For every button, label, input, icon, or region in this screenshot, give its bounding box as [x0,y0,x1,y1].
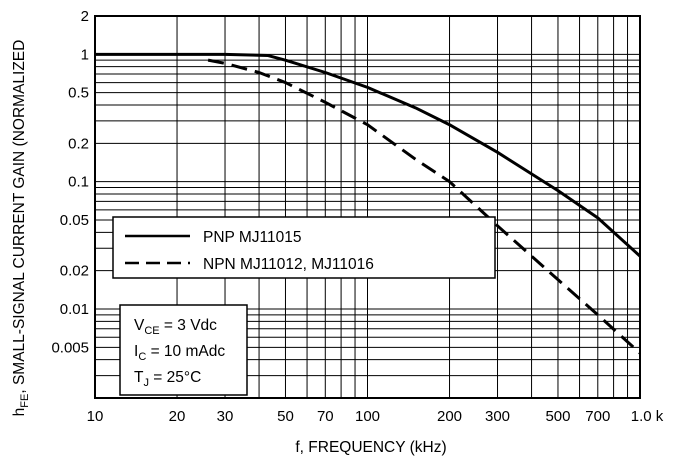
x-tick-label: 500 [545,408,570,425]
x-tick-label: 300 [485,408,510,425]
y-tick-label: 0.05 [60,212,89,229]
y-tick-label: 0.1 [68,174,89,191]
condition-vce: VCE = 3 Vdc [134,317,217,337]
condition-ic: IC = 10 mAdc [134,343,225,363]
x-tick-label: 30 [217,408,234,425]
x-tick-labels: 10 20 30 50 70 100 200 300 500 700 1.0 k [87,408,664,425]
x-tick-label: 20 [169,408,186,425]
y-tick-label: 0.01 [60,301,89,318]
y-tick-labels: 2 1 0.5 0.2 0.1 0.05 0.02 0.01 0.005 [51,8,89,356]
x-tick-label: 50 [277,408,294,425]
legend-label-npn: NPN MJ11012, MJ11016 [203,256,374,273]
y-tick-label: 2 [81,8,89,25]
x-tick-label: 700 [585,408,610,425]
series-line-npn [207,58,642,355]
y-tick-label: 0.2 [68,135,89,152]
series-layer [95,52,642,355]
plot-frame [94,15,641,399]
y-tick-label: 0.5 [68,85,89,102]
x-tick-label: 10 [87,408,104,425]
x-tick-label: 100 [355,408,380,425]
y-tick-label: 1 [81,46,89,63]
legend-label-pnp: PNP MJ11015 [203,229,302,246]
legend: PNP MJ11015 NPN MJ11012, MJ11016 [112,216,496,279]
legend-box [112,216,496,279]
y-tick-label: 0.005 [51,339,89,356]
y-tick-label: 0.02 [60,263,89,280]
condition-tj: TJ = 25°C [134,369,201,389]
x-tick-label: 70 [317,408,334,425]
y-axis-title: hFE, SMALL-SIGNAL CURRENT GAIN (NORMALIZ… [11,40,31,417]
x-axis-title: f, FREQUENCY (kHz) [295,439,446,456]
test-conditions: VCE = 3 Vdc IC = 10 mAdc TJ = 25°C [119,304,248,396]
series-line-pnp [95,52,642,258]
conditions-box [119,304,248,396]
x-tick-label: 1.0 k [631,408,664,425]
x-tick-label: 200 [437,408,462,425]
